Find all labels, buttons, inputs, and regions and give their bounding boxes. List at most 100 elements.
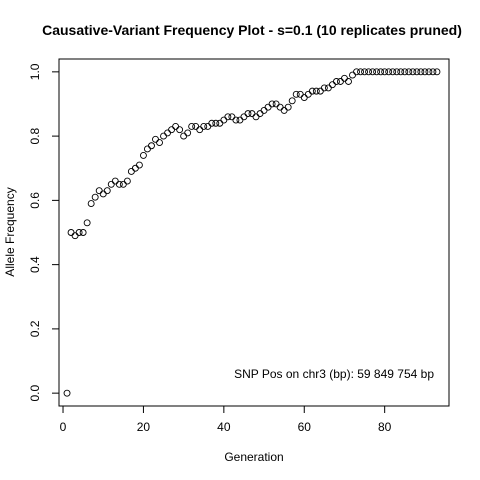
data-point	[107, 180, 115, 188]
data-point	[369, 68, 377, 76]
data-point	[168, 126, 176, 134]
data-point	[232, 116, 240, 124]
data-point	[204, 123, 212, 130]
data-point	[296, 90, 304, 98]
data-point	[401, 68, 409, 76]
data-point	[87, 200, 95, 208]
data-point	[123, 177, 131, 185]
x-tick-label: 0	[60, 420, 67, 434]
data-point	[127, 168, 135, 175]
y-tick-label: 0.0	[28, 384, 42, 401]
data-point	[135, 161, 143, 169]
data-point	[188, 123, 196, 130]
y-axis-label: Allele Frequency	[3, 187, 17, 276]
x-tick-label: 20	[137, 420, 151, 434]
data-point	[139, 151, 147, 159]
data-point	[220, 116, 228, 124]
data-point	[373, 68, 381, 76]
data-point	[345, 78, 352, 85]
data-point	[252, 113, 260, 121]
data-point	[312, 87, 320, 95]
data-point	[192, 123, 200, 130]
data-point	[381, 68, 389, 76]
data-point	[67, 229, 75, 236]
x-tick-label: 40	[217, 420, 231, 434]
data-point	[196, 126, 204, 134]
data-point	[332, 78, 340, 85]
x-tick-label: 60	[298, 420, 312, 434]
data-point	[268, 100, 276, 108]
data-point	[83, 219, 91, 227]
data-point	[244, 110, 252, 118]
y-tick-label: 0.4	[28, 256, 42, 273]
data-points	[63, 68, 441, 397]
data-point	[349, 71, 356, 79]
data-point	[176, 126, 184, 134]
data-point	[95, 187, 103, 195]
data-point	[144, 145, 151, 153]
data-point	[276, 103, 284, 111]
y-tick-label: 0.8	[28, 127, 42, 144]
data-point	[224, 113, 232, 121]
snp-position-annotation: SNP Pos on chr3 (bp): 59 849 754 bp	[234, 367, 434, 381]
data-point	[409, 68, 417, 76]
data-point	[393, 68, 401, 76]
chart-title: Causative-Variant Frequency Plot - s=0.1…	[42, 22, 462, 38]
data-point	[216, 119, 224, 127]
data-point	[336, 78, 344, 85]
y-tick-label: 1.0	[28, 63, 42, 80]
data-point	[272, 100, 280, 108]
x-tick-label: 80	[378, 420, 392, 434]
x-axis-label: Generation	[224, 450, 283, 464]
data-point	[131, 164, 139, 172]
data-point	[99, 190, 107, 198]
data-point	[397, 68, 405, 76]
data-point	[429, 68, 437, 76]
data-point	[208, 119, 216, 127]
data-point	[304, 90, 312, 98]
data-point	[111, 177, 119, 185]
data-point	[284, 103, 292, 111]
data-point	[119, 180, 127, 188]
data-point	[357, 68, 364, 76]
data-point	[413, 68, 421, 76]
data-point	[103, 187, 111, 195]
y-tick-label: 0.6	[28, 192, 42, 209]
data-point	[63, 389, 71, 397]
data-point	[300, 94, 308, 102]
data-point	[341, 74, 348, 82]
data-point	[365, 68, 373, 76]
data-point	[172, 123, 180, 130]
data-point	[236, 116, 244, 124]
y-axis: 0.0 0.2 0.4 0.6 0.8 1.0	[28, 63, 59, 401]
data-point	[308, 87, 316, 95]
data-point	[292, 90, 300, 98]
x-axis: 0 20 40 60 80	[60, 406, 392, 434]
data-point	[320, 84, 328, 92]
data-point	[328, 81, 336, 89]
data-point	[425, 68, 433, 76]
data-point	[91, 193, 99, 201]
data-point	[260, 106, 268, 114]
data-point	[79, 229, 87, 236]
data-point	[280, 106, 288, 114]
data-point	[316, 87, 324, 95]
data-point	[353, 68, 360, 76]
data-point	[156, 139, 163, 146]
data-point	[75, 229, 83, 236]
data-point	[184, 129, 192, 137]
y-tick-label: 0.2	[28, 320, 42, 337]
data-point	[180, 132, 188, 140]
data-point	[212, 119, 220, 127]
data-point	[417, 68, 425, 76]
data-point	[200, 123, 208, 130]
data-point	[421, 68, 429, 76]
data-point	[385, 68, 393, 76]
data-point	[361, 68, 369, 76]
data-point	[405, 68, 413, 76]
data-point	[256, 110, 264, 118]
data-point	[148, 142, 155, 150]
data-point	[288, 97, 296, 105]
data-point	[389, 68, 397, 76]
